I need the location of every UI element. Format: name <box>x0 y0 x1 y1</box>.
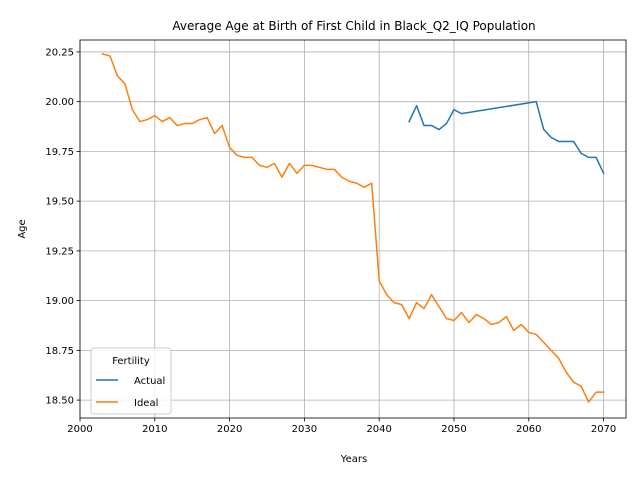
legend-title: Fertility <box>112 356 150 367</box>
y-tick-label: 20.25 <box>45 47 74 58</box>
x-tick-label: 2030 <box>292 424 317 435</box>
x-tick-label: 2020 <box>217 424 242 435</box>
plot-frame <box>79 39 627 419</box>
x-axis-label: Years <box>340 454 367 465</box>
x-tick-label: 2010 <box>142 424 167 435</box>
x-tick-label: 2050 <box>441 424 466 435</box>
legend-label-ideal: Ideal <box>134 398 158 409</box>
series-layer <box>101 53 605 403</box>
chart-title: Average Age at Birth of First Child in B… <box>172 19 535 33</box>
legend-box <box>90 347 172 415</box>
y-axis-label: Age <box>17 219 28 238</box>
x-tick-label: 2060 <box>516 424 541 435</box>
series-line-ideal <box>101 53 605 403</box>
x-tick-label: 2000 <box>67 424 92 435</box>
legend-label-actual: Actual <box>134 376 165 387</box>
y-tick-label: 19.75 <box>45 147 74 158</box>
series-line-actual <box>408 100 605 175</box>
y-tick-label: 19.25 <box>45 246 74 257</box>
x-tick-label: 2040 <box>366 424 391 435</box>
legend: Fertility Actual Ideal <box>90 347 172 415</box>
grid <box>79 40 626 418</box>
y-tick-label: 19.50 <box>45 197 74 208</box>
y-tick-label: 18.75 <box>45 346 74 357</box>
y-tick-label: 19.00 <box>45 296 74 307</box>
x-tick-label: 2070 <box>591 424 616 435</box>
ticks: 2000 2010 2020 2030 2040 2050 2060 2070 18.50 18.… <box>45 47 616 435</box>
y-tick-label: 18.50 <box>45 396 74 407</box>
y-tick-label: 20.00 <box>45 97 74 108</box>
